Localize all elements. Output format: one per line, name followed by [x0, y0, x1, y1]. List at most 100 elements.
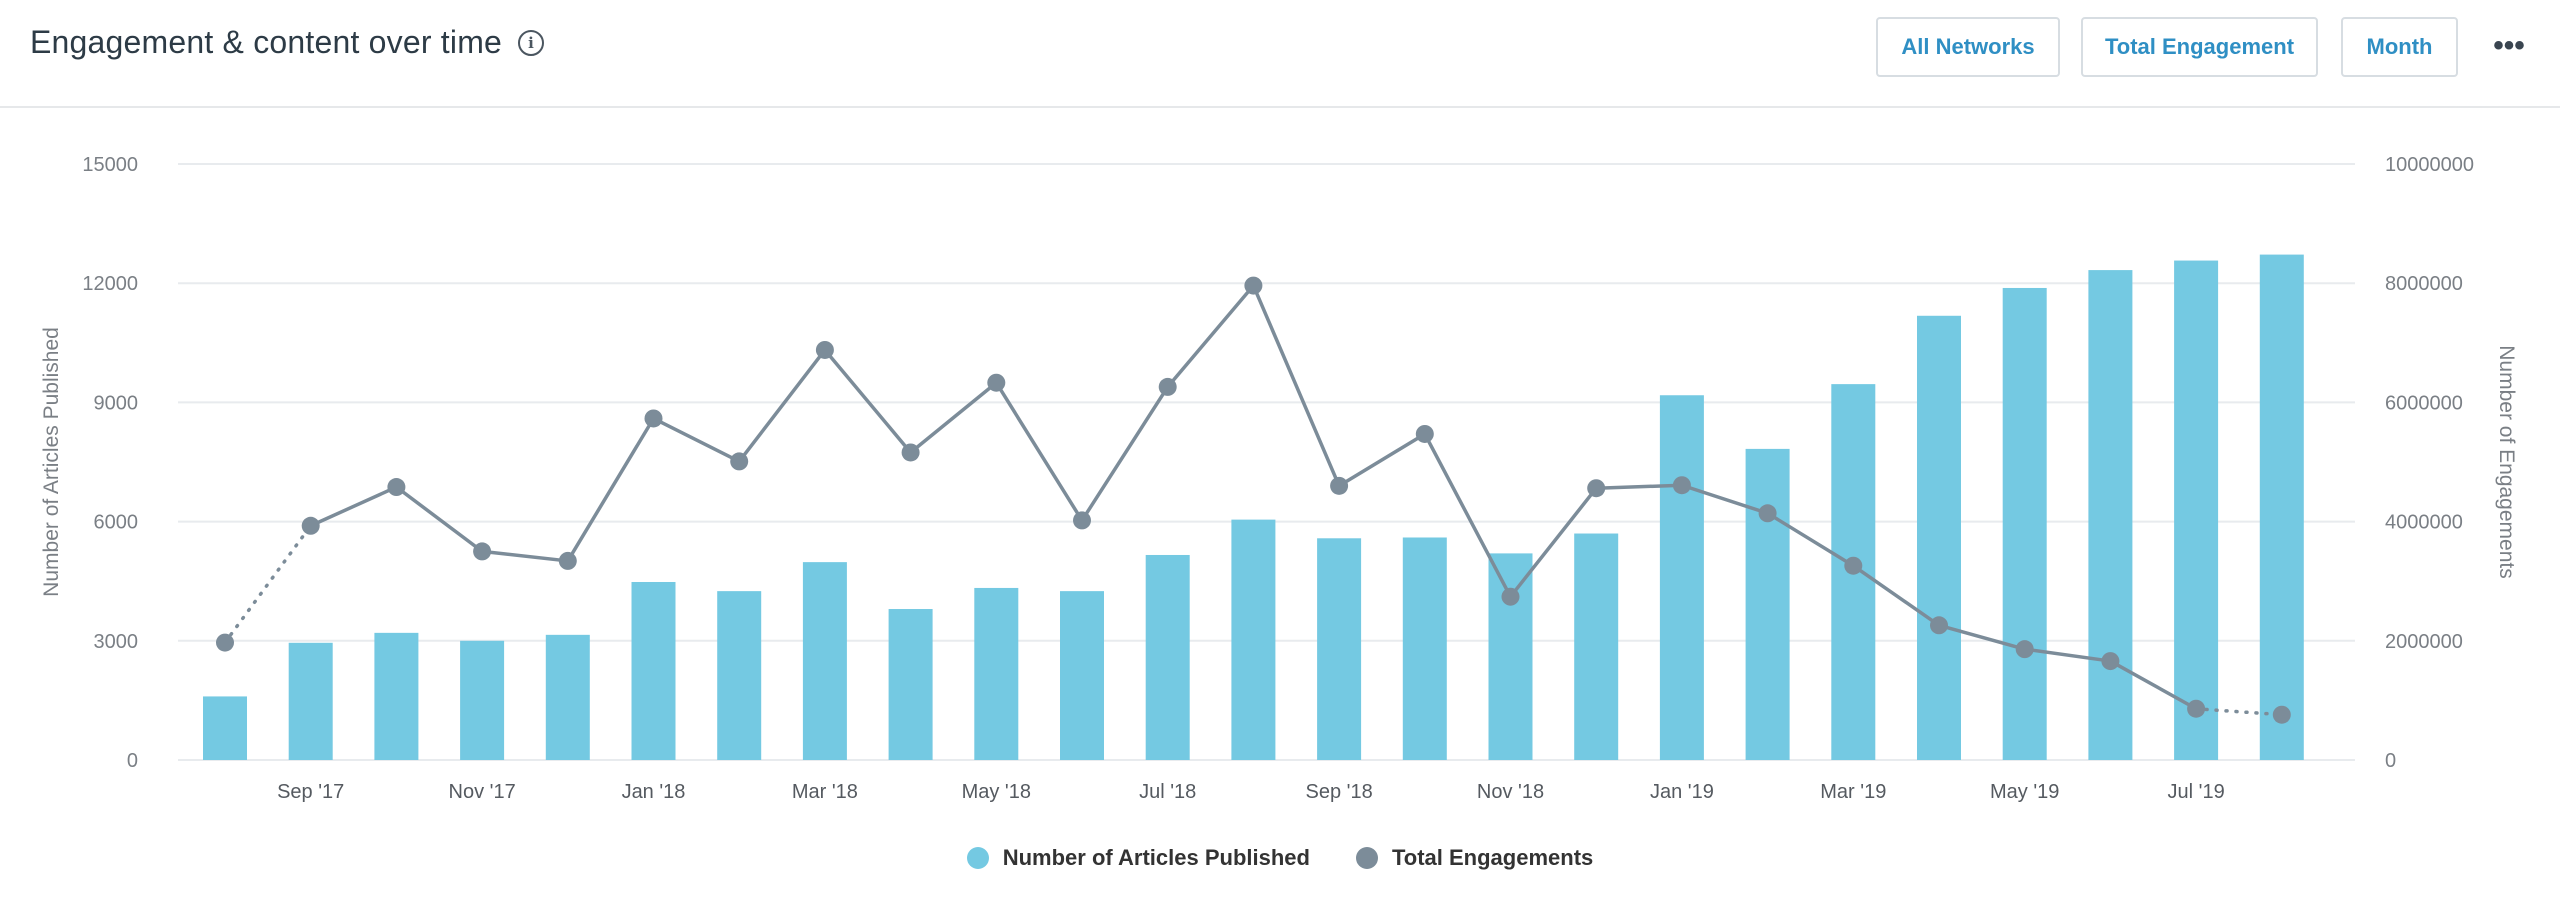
- line-segment: [908, 380, 999, 455]
- x-tick-label: Sep '17: [277, 781, 344, 803]
- bar-articles: [203, 696, 247, 760]
- line-segment: [2022, 647, 2113, 663]
- y-right-tick-label: 10000000: [2385, 154, 2474, 176]
- bar-articles: [545, 634, 590, 760]
- y-right-tick-label: 6000000: [2385, 392, 2463, 414]
- bar-articles: [1145, 554, 1190, 760]
- x-tick-label: Mar '19: [1820, 781, 1886, 803]
- x-tick-label: Jul '18: [1139, 781, 1196, 803]
- point-engagements: [987, 373, 1006, 392]
- legend-articles-label: Number of Articles Published: [1002, 845, 1310, 870]
- bar-articles: [2088, 270, 2133, 760]
- y-right-tick-label: 2000000: [2385, 631, 2463, 653]
- x-tick-label: Jan '18: [622, 781, 686, 803]
- line-segment-dotted: [2194, 706, 2284, 717]
- point-engagements: [901, 443, 920, 462]
- line-segment: [1680, 483, 1770, 516]
- point-engagements: [1330, 476, 1349, 495]
- line-segment: [480, 549, 570, 563]
- line-segment: [394, 485, 484, 554]
- point-engagements: [301, 516, 320, 535]
- point-engagements: [2015, 640, 2034, 659]
- all-networks-button[interactable]: All Networks: [1876, 17, 2060, 77]
- point-engagements: [815, 340, 834, 359]
- legend-item-articles[interactable]: Number of Articles Published: [966, 845, 1310, 871]
- x-tick-label: Jul '19: [2168, 781, 2225, 803]
- y-left-axis-title: Number of Articles Published: [40, 327, 63, 597]
- line-segment: [1251, 283, 1341, 488]
- x-tick-label: Jan '19: [1650, 781, 1714, 803]
- y-left-tick-label: 12000: [82, 273, 138, 295]
- line-segment: [737, 348, 827, 464]
- x-tick-label: Nov '17: [449, 781, 516, 803]
- line-segment: [994, 380, 1084, 523]
- bar-articles: [717, 591, 762, 760]
- point-engagements: [1073, 511, 1091, 530]
- line-segment: [1765, 511, 1856, 568]
- point-engagements: [2272, 705, 2291, 724]
- point-engagements: [644, 409, 663, 428]
- bar-articles: [2174, 260, 2219, 760]
- more-horizontal-icon[interactable]: •••: [2493, 29, 2525, 62]
- bar-articles: [2259, 254, 2304, 761]
- bar-articles: [1231, 519, 1276, 760]
- chart-header: Engagement & content over time i All Net…: [0, 0, 2560, 108]
- line-segment: [1508, 486, 1598, 599]
- line-segment: [1851, 563, 1941, 628]
- point-engagements: [1758, 504, 1777, 523]
- x-tick-label: May '19: [1990, 781, 2059, 803]
- month-button[interactable]: Month: [2341, 17, 2458, 77]
- point-engagements: [2101, 652, 2120, 671]
- bar-articles: [1060, 591, 1104, 760]
- line-segment: [651, 416, 741, 464]
- x-tick-label: May '18: [962, 781, 1031, 803]
- legend-articles-swatch: [966, 847, 989, 869]
- y-right-axis-title: Number of Engagements: [2495, 345, 2518, 578]
- x-tick-label: Mar '18: [792, 781, 858, 803]
- point-engagements: [1158, 377, 1177, 396]
- point-engagements: [558, 551, 577, 570]
- point-engagements: [387, 478, 406, 497]
- y-right-tick-label: 8000000: [2385, 273, 2463, 295]
- x-tick-label: Sep '18: [1305, 781, 1372, 803]
- bar-articles: [1574, 533, 1619, 760]
- info-icon[interactable]: i: [518, 30, 544, 56]
- bar-articles: [802, 562, 847, 760]
- bar-articles: [2002, 287, 2047, 760]
- y-right-tick-label: 4000000: [2385, 512, 2463, 534]
- line-segment: [823, 348, 913, 455]
- line-segment-dotted: [223, 524, 313, 645]
- line-segment: [2108, 659, 2198, 711]
- point-engagements: [1244, 276, 1263, 295]
- bar-articles: [460, 640, 505, 760]
- point-engagements: [1501, 587, 1520, 606]
- point-engagements: [1930, 616, 1948, 635]
- bar-articles: [288, 642, 333, 760]
- y-left-tick-label: 15000: [82, 154, 138, 176]
- bar-articles: [1317, 538, 1362, 760]
- point-engagements: [1672, 476, 1691, 495]
- point-engagements: [473, 542, 492, 561]
- line-segment: [1423, 432, 1513, 599]
- point-engagements: [730, 452, 749, 471]
- bar-articles: [888, 609, 933, 760]
- legend-engagements-swatch: [1355, 847, 1378, 869]
- point-engagements: [2187, 699, 2206, 718]
- chart-legend: Number of Articles Published Total Engag…: [0, 838, 2560, 878]
- y-left-tick-label: 9000: [94, 392, 139, 414]
- line-segment: [1165, 283, 1256, 389]
- y-right-tick-label: 0: [2385, 750, 2396, 772]
- bar-articles: [374, 632, 419, 760]
- bar-articles: [1488, 553, 1533, 760]
- legend-item-engagements[interactable]: Total Engagements: [1355, 845, 1593, 871]
- line-segment: [566, 416, 656, 563]
- point-engagements: [1587, 479, 1606, 498]
- point-engagements: [1415, 424, 1434, 443]
- bar-articles: [1917, 315, 1961, 760]
- bar-articles: [974, 587, 1019, 760]
- line-segment: [1594, 483, 1684, 490]
- total-engagement-button[interactable]: Total Engagement: [2081, 17, 2318, 77]
- bar-articles: [1402, 537, 1447, 760]
- line-segment: [308, 485, 399, 528]
- bar-articles: [1745, 448, 1790, 760]
